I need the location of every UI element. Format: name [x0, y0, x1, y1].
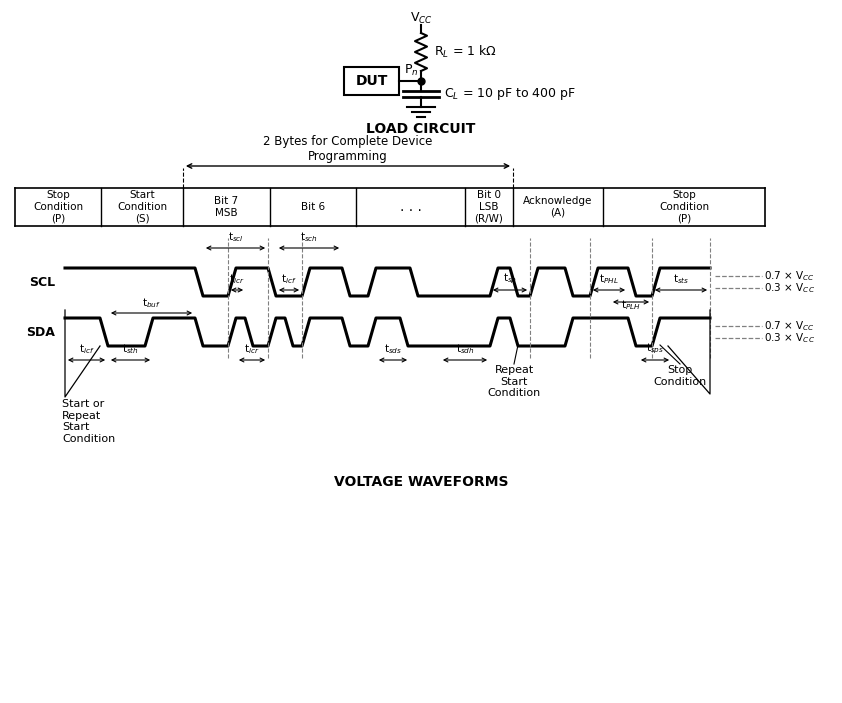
Text: DUT: DUT [355, 74, 387, 88]
Text: . . .: . . . [400, 200, 422, 214]
Text: Stop
Condition: Stop Condition [653, 365, 706, 387]
Text: SDA: SDA [26, 325, 55, 339]
Text: 2 Bytes for Complete Device
Programming: 2 Bytes for Complete Device Programming [264, 135, 433, 163]
Text: 0.7 × V$_{CC}$: 0.7 × V$_{CC}$ [764, 269, 814, 283]
Text: t$_{icf}$: t$_{icf}$ [78, 342, 94, 356]
Text: Stop
Condition
(P): Stop Condition (P) [33, 191, 83, 224]
Text: t$_{sdh}$: t$_{sdh}$ [456, 342, 474, 356]
Text: t$_{icr}$: t$_{icr}$ [229, 272, 245, 286]
Text: t$_{buf}$: t$_{buf}$ [142, 296, 161, 310]
Text: Stop
Condition
(P): Stop Condition (P) [659, 191, 709, 224]
Text: V$_{CC}$: V$_{CC}$ [409, 11, 433, 26]
Text: t$_{sth}$: t$_{sth}$ [122, 342, 139, 356]
Text: t$_{sch}$: t$_{sch}$ [300, 230, 318, 244]
Text: Bit 0
LSB
(R/W): Bit 0 LSB (R/W) [475, 191, 504, 224]
Text: Start or
Repeat
Start
Condition: Start or Repeat Start Condition [62, 399, 115, 444]
Text: t$_{sp}$: t$_{sp}$ [503, 271, 517, 286]
Text: Acknowledge
(A): Acknowledge (A) [524, 196, 593, 218]
Text: t$_{scl}$: t$_{scl}$ [227, 230, 243, 244]
Text: SCL: SCL [29, 276, 55, 288]
Text: t$_{icf}$: t$_{icf}$ [281, 272, 297, 286]
Text: 0.7 × V$_{CC}$: 0.7 × V$_{CC}$ [764, 319, 814, 333]
Text: 0.3 × V$_{CC}$: 0.3 × V$_{CC}$ [764, 330, 815, 344]
Text: t$_{sds}$: t$_{sds}$ [384, 342, 402, 356]
Text: LOAD CIRCUIT: LOAD CIRCUIT [366, 122, 476, 136]
Text: t$_{icr}$: t$_{icr}$ [244, 342, 260, 356]
Text: R$_L$ = 1 k$\Omega$: R$_L$ = 1 k$\Omega$ [434, 44, 497, 60]
Text: C$_L$ = 10 pF to 400 pF: C$_L$ = 10 pF to 400 pF [444, 86, 576, 102]
Text: Bit 6: Bit 6 [301, 202, 325, 212]
Text: t$_{sts}$: t$_{sts}$ [673, 272, 690, 286]
Text: t$_{PLH}$: t$_{PLH}$ [621, 298, 641, 312]
Text: Bit 7
MSB: Bit 7 MSB [215, 196, 238, 218]
Text: P$_n$: P$_n$ [404, 63, 418, 78]
Text: VOLTAGE WAVEFORMS: VOLTAGE WAVEFORMS [333, 475, 509, 489]
Text: t$_{PHL}$: t$_{PHL}$ [600, 272, 619, 286]
Text: Repeat
Start
Condition: Repeat Start Condition [488, 365, 541, 398]
Text: Start
Condition
(S): Start Condition (S) [117, 191, 167, 224]
Text: t$_{sps}$: t$_{sps}$ [646, 342, 664, 356]
Bar [344, 67, 399, 95]
Text: 0.3 × V$_{CC}$: 0.3 × V$_{CC}$ [764, 280, 815, 295]
